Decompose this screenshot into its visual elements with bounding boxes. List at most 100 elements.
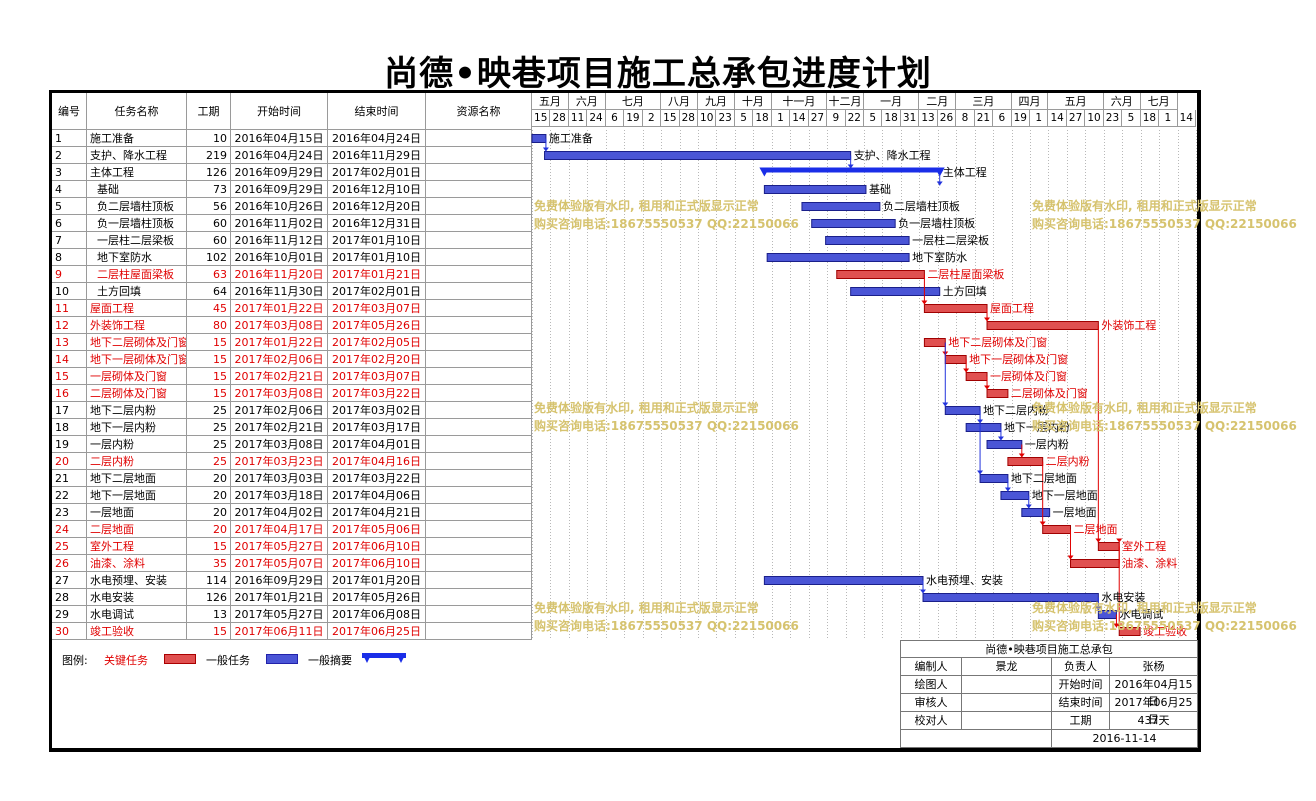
task-end: 2017年05月26日	[328, 589, 426, 606]
timescale-day: 14	[1177, 110, 1196, 127]
timescale-day: 24	[587, 110, 606, 127]
task-end: 2016年12月20日	[328, 198, 426, 215]
dependency-arrow	[920, 589, 927, 594]
task-end: 2017年03月17日	[328, 419, 426, 436]
task-id: 13	[52, 334, 87, 351]
task-resource	[426, 419, 532, 436]
dependency-arrow	[1025, 504, 1032, 509]
timescale-month: 十一月	[771, 93, 828, 110]
task-start: 2017年03月08日	[231, 385, 328, 402]
task-id: 28	[52, 589, 87, 606]
timescale-day: 23	[716, 110, 735, 127]
page-title: 尚德•映巷项目施工总承包进度计划	[384, 54, 932, 94]
task-name: 地下一层内粉	[87, 419, 187, 436]
task-resource	[426, 147, 532, 164]
task-start: 2017年05月07日	[231, 555, 328, 572]
critical-task-bar	[923, 338, 946, 347]
task-resource	[426, 402, 532, 419]
task-resource	[426, 198, 532, 215]
task-start: 2016年04月15日	[231, 130, 328, 147]
task-end: 2017年05月26日	[328, 317, 426, 334]
task-resource	[426, 589, 532, 606]
bar-label: 二层砌体及门窗	[1010, 387, 1088, 400]
task-start: 2017年02月21日	[231, 419, 328, 436]
critical-task-bar	[1070, 559, 1120, 568]
task-end: 2017年01月10日	[328, 249, 426, 266]
task-id: 11	[52, 300, 87, 317]
task-name: 二层地面	[87, 521, 187, 538]
task-bar	[531, 134, 547, 143]
tb-start: 2016年04月15日	[1110, 676, 1198, 708]
task-end: 2017年06月25日	[328, 623, 426, 640]
task-start: 2017年01月21日	[231, 589, 328, 606]
dependency-arrow	[921, 300, 928, 305]
task-resource	[426, 164, 532, 181]
task-name: 支护、降水工程	[87, 147, 187, 164]
task-start: 2016年04月24日	[231, 147, 328, 164]
task-name: 地下一层地面	[87, 487, 187, 504]
dependency-arrow	[963, 368, 970, 373]
bar-label: 负二层墙柱顶板	[882, 200, 960, 213]
tb-drawer-label: 绘图人	[900, 676, 962, 694]
task-resource	[426, 487, 532, 504]
bar-label: 屋面工程	[990, 302, 1035, 315]
bar-label: 竣工验收	[1143, 625, 1188, 638]
task-resource	[426, 453, 532, 470]
bar-label: 主体工程	[942, 166, 987, 179]
task-bar	[766, 253, 910, 262]
task-resource	[426, 300, 532, 317]
timescale-day: 1	[771, 110, 791, 127]
task-start: 2016年11月20日	[231, 266, 328, 283]
task-bar	[1021, 508, 1051, 517]
legend-normal-label: 一般任务	[206, 654, 250, 667]
bar-label: 支护、降水工程	[853, 149, 931, 162]
task-id: 14	[52, 351, 87, 368]
header-resource: 资源名称	[426, 93, 532, 130]
legend-summary-label: 一般摘要	[308, 654, 352, 667]
critical-task-bar	[836, 270, 925, 279]
task-name: 地下二层砌体及门窗	[87, 334, 187, 351]
task-id: 24	[52, 521, 87, 538]
task-resource	[426, 266, 532, 283]
dependency-arrow	[1004, 487, 1011, 492]
bar-label: 地下一层地面	[1031, 489, 1098, 502]
dependency-arrow	[936, 181, 943, 186]
task-resource	[426, 181, 532, 198]
task-resource	[426, 504, 532, 521]
task-duration: 126	[187, 589, 231, 606]
task-id: 6	[52, 215, 87, 232]
watermark-text: 购买咨询电话:18675550537 QQ:22150066	[534, 217, 799, 231]
task-duration: 219	[187, 147, 231, 164]
task-name: 室外工程	[87, 538, 187, 555]
legend-summary-swatch	[362, 653, 406, 663]
task-duration: 80	[187, 317, 231, 334]
task-id: 21	[52, 470, 87, 487]
task-duration: 20	[187, 470, 231, 487]
dependency-arrow	[542, 147, 549, 152]
task-id: 30	[52, 623, 87, 640]
critical-task-bar	[986, 321, 1099, 330]
task-bar	[979, 474, 1009, 483]
bar-label: 水电预埋、安装	[926, 574, 1003, 587]
task-id: 15	[52, 368, 87, 385]
bar-label: 一层地面	[1052, 506, 1097, 519]
task-duration: 20	[187, 521, 231, 538]
task-end: 2017年03月22日	[328, 385, 426, 402]
timescale-day: 15	[532, 110, 551, 127]
task-name: 负一层墙柱顶板	[87, 215, 187, 232]
task-start: 2016年09月29日	[231, 181, 328, 198]
task-bar	[801, 202, 881, 211]
tb-checker-label: 校对人	[900, 712, 962, 730]
bar-label: 一层砌体及门窗	[990, 370, 1068, 383]
task-start: 2016年10月26日	[231, 198, 328, 215]
watermark-text: 购买咨询电话:18675550537 QQ:22150066	[1032, 217, 1297, 231]
task-duration: 20	[187, 504, 231, 521]
timescale-month: 七月	[605, 93, 662, 110]
tb-duration-label: 工期	[1052, 712, 1110, 730]
task-id: 3	[52, 164, 87, 181]
critical-task-bar	[1042, 525, 1072, 534]
task-start: 2016年09月29日	[231, 572, 328, 589]
bar-label: 负一层墙柱顶板	[898, 217, 976, 230]
bar-label: 室外工程	[1122, 540, 1167, 553]
timescale-day: 9	[827, 110, 846, 127]
